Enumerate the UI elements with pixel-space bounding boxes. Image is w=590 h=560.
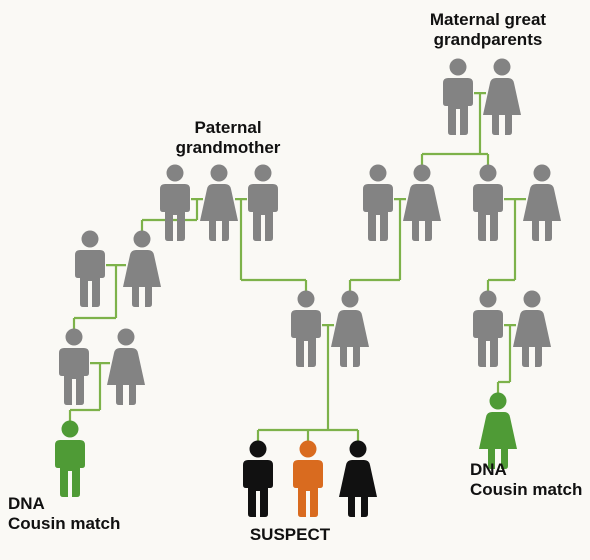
- label-dna2: DNACousin match: [470, 460, 590, 499]
- person-mr2-f: [522, 164, 562, 247]
- label-susp: SUSPECT: [240, 525, 340, 545]
- person-susp: [288, 440, 328, 523]
- label-mgg: Maternal greatgrandparents: [403, 10, 573, 49]
- person-lp-m: [70, 230, 110, 313]
- person-ll-f: [106, 328, 146, 411]
- person-lp-f: [122, 230, 162, 313]
- person-par-f: [330, 290, 370, 373]
- person-mr1-f: [402, 164, 442, 247]
- person-mgg-f: [482, 58, 522, 141]
- person-pg-m2: [243, 164, 283, 247]
- person-pg-f: [199, 164, 239, 247]
- person-par-m: [286, 290, 326, 373]
- person-mgg-m: [438, 58, 478, 141]
- person-rp-m: [468, 290, 508, 373]
- person-mr1-m: [358, 164, 398, 247]
- person-mr2-m: [468, 164, 508, 247]
- person-sib2: [338, 440, 378, 523]
- person-rp-f: [512, 290, 552, 373]
- person-sib1: [238, 440, 278, 523]
- person-dna-l: [50, 420, 90, 503]
- label-dna1: DNACousin match: [8, 494, 138, 533]
- person-ll-m: [54, 328, 94, 411]
- label-pg: Paternalgrandmother: [158, 118, 298, 157]
